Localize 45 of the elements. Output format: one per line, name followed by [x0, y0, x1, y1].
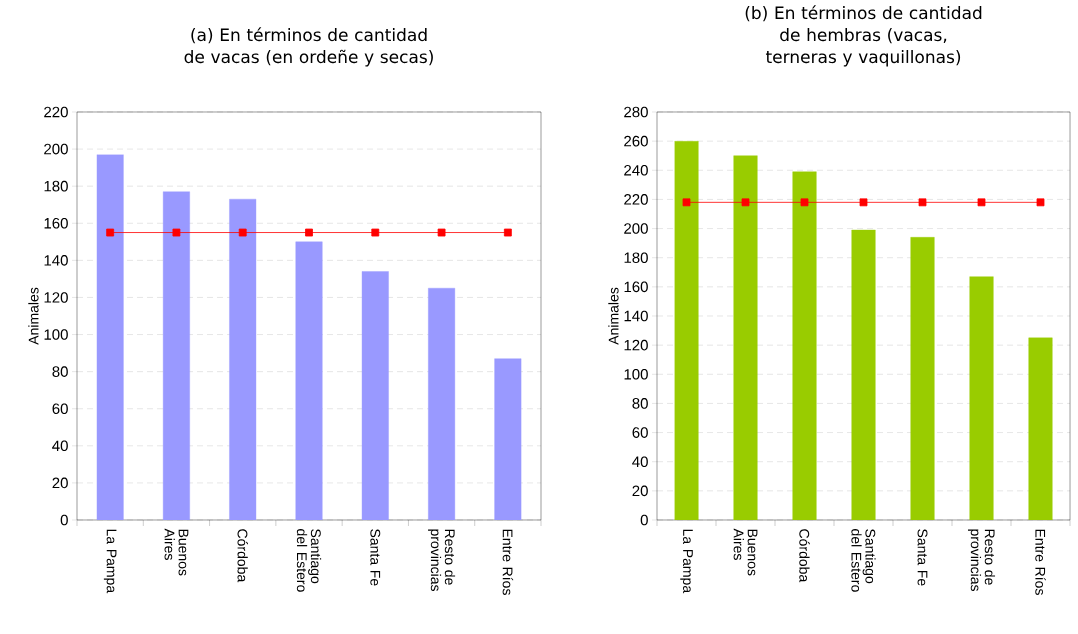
- y-tick-label: 40: [632, 456, 648, 468]
- y-tick-label: 140: [624, 310, 648, 322]
- y-tick-label: 200: [624, 223, 648, 234]
- y-tick-label: 160: [44, 217, 68, 229]
- y-tick-label: 80: [632, 398, 648, 409]
- y-tick-label: 240: [624, 164, 648, 176]
- x-tick-label: Santiago del Estero: [851, 529, 876, 592]
- y-tick-label: 100: [44, 329, 68, 340]
- y-tick-label: 180: [44, 180, 68, 192]
- x-tick-label: Santa Fe: [370, 529, 381, 586]
- y-tick-label: 160: [624, 281, 648, 293]
- y-tick-label: 260: [624, 135, 648, 147]
- y-tick-label: 140: [44, 255, 68, 266]
- y-tick-label: 60: [52, 403, 68, 415]
- x-tick-label: La Pampa: [103, 529, 117, 594]
- y-axis-title: Animales: [28, 287, 39, 345]
- y-tick-label: 120: [44, 292, 68, 303]
- y-tick-label: 0: [60, 514, 68, 526]
- y-tick-label: 0: [640, 514, 648, 526]
- y-tick-label: 20: [52, 477, 68, 489]
- x-tick-label: Entre Ríos: [1035, 529, 1046, 595]
- x-tick-label: Santa Fe: [917, 529, 928, 586]
- y-axis-title: Animales: [608, 287, 619, 345]
- chart-title: (a) En términos de cantidad de vacas (en ordeñe y secas): [184, 27, 433, 67]
- x-tick-label: Córdoba: [799, 529, 810, 583]
- y-tick-label: 20: [632, 485, 648, 497]
- x-tick-label: Buenos Aires: [733, 528, 758, 576]
- y-tick-label: 120: [624, 339, 648, 351]
- x-tick-label: Resto de provincias: [967, 529, 996, 592]
- y-tick-label: 220: [624, 194, 648, 205]
- x-tick-label: Córdoba: [237, 529, 248, 583]
- y-tick-label: 280: [624, 106, 648, 118]
- y-tick-label: 180: [624, 252, 648, 264]
- x-tick-label: La Pampa: [680, 529, 693, 594]
- y-tick-label: 40: [52, 440, 68, 452]
- y-tick-label: 100: [624, 368, 648, 380]
- chart-title: (b) En términos de cantidad de hembras (vacas, terneras y vaquillonas): [745, 5, 982, 67]
- y-tick-label: 80: [52, 366, 68, 377]
- y-tick-label: 220: [44, 106, 68, 118]
- x-tick-label: Buenos Aires: [164, 528, 189, 576]
- x-tick-label: Santiago del Estero: [296, 529, 322, 592]
- y-tick-label: 60: [632, 427, 648, 438]
- x-tick-label: Resto de provincias: [428, 529, 456, 592]
- y-tick-label: 200: [44, 143, 68, 155]
- x-tick-label: Entre Ríos: [502, 529, 514, 595]
